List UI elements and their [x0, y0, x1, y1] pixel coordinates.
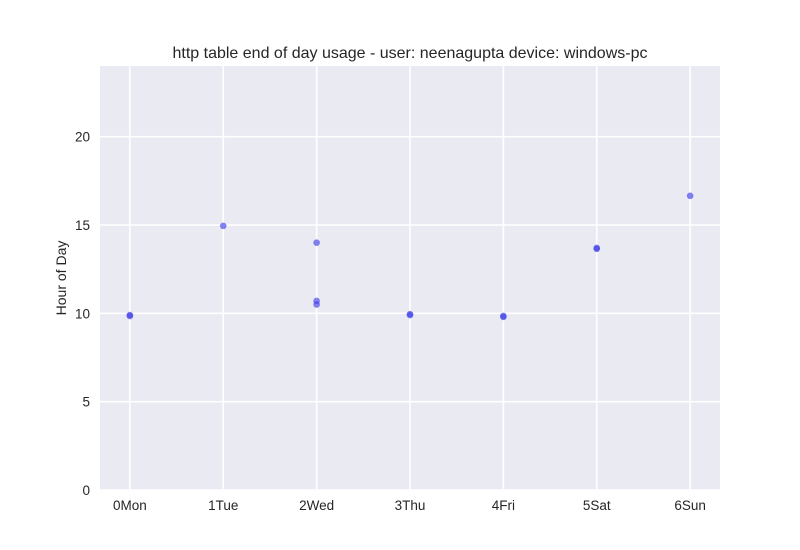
x-tick-label: 0Mon: [113, 498, 147, 513]
data-points: [126, 192, 694, 321]
x-tick-labels: 0Mon 1Tue 2Wed 3Thu 4Fri 5Sat 6Sun: [113, 498, 706, 513]
x-tick-label: 5Sat: [583, 498, 611, 513]
y-tick-label: 5: [82, 395, 90, 410]
data-point: [686, 192, 694, 200]
data-point: [219, 222, 227, 230]
data-point: [406, 311, 414, 319]
data-point: [313, 301, 320, 308]
data-point: [126, 312, 134, 320]
data-point: [593, 245, 601, 253]
chart-title: http table end of day usage - user: neen…: [173, 45, 648, 62]
y-tick-label: 20: [75, 130, 90, 145]
x-tick-label: 1Tue: [208, 498, 238, 513]
y-tick-label: 15: [75, 218, 90, 233]
y-tick-label: 10: [75, 306, 90, 321]
x-tick-label: 2Wed: [299, 498, 334, 513]
x-tick-label: 3Thu: [395, 498, 426, 513]
data-point: [500, 313, 507, 321]
x-tick-label: 4Fri: [492, 498, 515, 513]
y-axis-label: Hour of Day: [53, 241, 69, 316]
y-tick-labels: 0 5 10 15 20: [75, 130, 90, 498]
x-tick-label: 6Sun: [674, 498, 706, 513]
data-point: [313, 239, 320, 246]
y-tick-label: 0: [82, 483, 90, 498]
